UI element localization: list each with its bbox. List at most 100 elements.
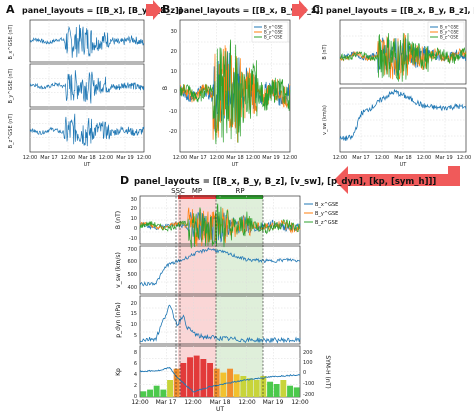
kp-bar bbox=[153, 385, 160, 397]
d-kp-ytick-4: 0 bbox=[134, 394, 137, 400]
kp-bar bbox=[220, 372, 227, 397]
panel-c-date-2: Mar 19 bbox=[435, 155, 452, 161]
kp-bar bbox=[240, 376, 247, 397]
d-p-ytick-3: 5 bbox=[134, 333, 137, 339]
d-symh-ytick-3: -100 bbox=[303, 381, 314, 387]
d-symh-ytick-0: 200 bbox=[303, 350, 313, 356]
arrow-c-to-d bbox=[334, 166, 460, 194]
ssc-label: SSC bbox=[171, 187, 185, 195]
panel-a-xlabel: UT bbox=[84, 162, 92, 168]
d-b-ytick-2: 10 bbox=[131, 216, 137, 222]
panel-b-ytick-0: 30 bbox=[171, 29, 177, 35]
panel-a-xtick-0: 12:00 bbox=[23, 155, 37, 161]
panel-b-xtick-3: 12:00 bbox=[283, 155, 297, 161]
kp-bar bbox=[207, 363, 213, 397]
panel-a-title: panel_layouts = [[B_x], [B_y], [B_z]] bbox=[22, 6, 182, 15]
panel-a-bz-line bbox=[29, 113, 145, 147]
panel-c-legend-bx: B_x^GSE bbox=[440, 25, 459, 30]
panel-d-symh-line bbox=[139, 366, 301, 393]
kp-bar bbox=[260, 376, 267, 397]
kp-bar bbox=[200, 359, 207, 397]
panel-c-xlabel: UT bbox=[400, 162, 408, 168]
panel-a-date-1: Mar 18 bbox=[78, 155, 95, 161]
panel-c-ylabel-b: B (nT) bbox=[322, 44, 328, 59]
panel-b-ytick-4: -10 bbox=[169, 109, 177, 115]
kp-bar bbox=[280, 380, 287, 397]
d-p-ytick-2: 10 bbox=[131, 322, 137, 328]
panel-d-bz-line bbox=[139, 203, 301, 249]
symh-axis-ticks: 200 100 0 -100 -200 bbox=[303, 350, 314, 398]
panel-d-legend-by: B_y^GSE bbox=[315, 211, 338, 217]
kp-bar bbox=[187, 357, 193, 397]
d-kp-ytick-2: 4 bbox=[134, 372, 137, 378]
d-p-ytick-1: 15 bbox=[131, 311, 137, 317]
panel-b-legend: B_x^GSE B_y^GSE B_z^GSE bbox=[251, 21, 289, 43]
panel-b-ytick-2: 10 bbox=[171, 69, 177, 75]
mp-bar bbox=[178, 195, 216, 199]
kp-bar bbox=[173, 368, 180, 397]
panel-b-date-1: Mar 18 bbox=[226, 155, 243, 161]
panel-b-legend-by: B_y^GSE bbox=[264, 30, 283, 35]
panel-a-xtick-3: 12:00 bbox=[137, 155, 151, 161]
panel-b-ytick-5: -20 bbox=[169, 129, 177, 135]
panel-c-legend: B_x^GSE B_y^GSE B_z^GSE bbox=[427, 21, 465, 43]
panel-b-ytick-1: 20 bbox=[171, 49, 177, 55]
panel-d: D panel_layouts = [[B_x, B_y, B_z], [v_s… bbox=[115, 174, 436, 413]
kp-bar bbox=[140, 391, 147, 397]
panel-b: B panel_layouts = [[B_x, B_y, B_z]] 30 2… bbox=[162, 3, 323, 168]
kp-bar bbox=[273, 384, 280, 397]
panel-c-legend-bz: B_z^GSE bbox=[440, 35, 459, 40]
panel-b-letter: B bbox=[162, 3, 170, 16]
panel-b-xtick-2: 12:00 bbox=[246, 155, 260, 161]
kp-bar bbox=[267, 381, 273, 397]
panel-a-letter: A bbox=[6, 3, 15, 16]
panel-d-legend-bx: B_x^GSE bbox=[315, 202, 338, 208]
panel-c-date-1: Mar 18 bbox=[394, 155, 411, 161]
panel-c-xtick-1: 12:00 bbox=[375, 155, 389, 161]
d-b-ytick-1: 20 bbox=[131, 206, 137, 212]
panel-a-bx-line bbox=[29, 24, 145, 58]
kp-bar bbox=[167, 380, 173, 397]
arrow-b-to-c bbox=[292, 0, 308, 20]
d-ylabel-b: B (nT) bbox=[115, 211, 122, 229]
d-kp-ytick-0: 8 bbox=[134, 350, 137, 356]
d-ylabel-p: p_dyn (nPa) bbox=[115, 302, 122, 337]
rp-bar bbox=[216, 195, 263, 199]
panel-d-date-1: Mar 18 bbox=[210, 399, 231, 406]
d-b-ytick-4: -10 bbox=[129, 236, 137, 242]
panel-d-xtick-0: 12:00 bbox=[131, 399, 148, 406]
d-symh-ytick-2: 0 bbox=[303, 370, 306, 376]
panel-b-date-2: Mar 19 bbox=[262, 155, 279, 161]
kp-bar bbox=[247, 378, 253, 397]
d-ylabel-v: v_sw (km/s) bbox=[115, 252, 122, 288]
panel-c-letter: C bbox=[312, 3, 320, 16]
panel-d-xtick-1: 12:00 bbox=[184, 399, 201, 406]
panel-a-ylabel-bz: B_z^GSE (nT) bbox=[8, 114, 14, 149]
panel-a-ylabel-by: B_y^GSE (nT) bbox=[8, 68, 14, 103]
kp-bar bbox=[213, 368, 220, 397]
panel-c-date-0: Mar 17 bbox=[352, 155, 369, 161]
d-kp-ytick-3: 2 bbox=[134, 383, 137, 389]
panel-c-vsw-line bbox=[339, 89, 467, 142]
kp-bar bbox=[193, 355, 200, 397]
kp-bar bbox=[180, 363, 187, 397]
panel-a-xtick-1: 12:00 bbox=[61, 155, 75, 161]
arrow-a-to-b bbox=[146, 0, 162, 20]
panel-d-legend-bz: B_z^GSE bbox=[315, 220, 338, 226]
kp-bar bbox=[253, 380, 260, 397]
d-v-ytick-1: 600 bbox=[127, 259, 137, 265]
panel-b-xlabel: UT bbox=[232, 162, 240, 168]
d-symh-ytick-1: 100 bbox=[303, 360, 313, 366]
panel-b-date-0: Mar 17 bbox=[189, 155, 206, 161]
kp-bar bbox=[147, 389, 153, 397]
kp-bar bbox=[293, 387, 300, 397]
panel-b-title: panel_layouts = [[B_x, B_y, B_z]] bbox=[178, 6, 323, 15]
kp-bar bbox=[233, 374, 240, 397]
kp-bars bbox=[140, 355, 300, 397]
panel-c-ylabel-v: v_sw (km/s) bbox=[322, 105, 328, 135]
kp-bar bbox=[287, 385, 293, 397]
d-b-ytick-3: 0 bbox=[134, 226, 137, 232]
d-symh-ytick-4: -200 bbox=[303, 392, 314, 398]
panel-b-ytick-3: 0 bbox=[174, 89, 177, 95]
